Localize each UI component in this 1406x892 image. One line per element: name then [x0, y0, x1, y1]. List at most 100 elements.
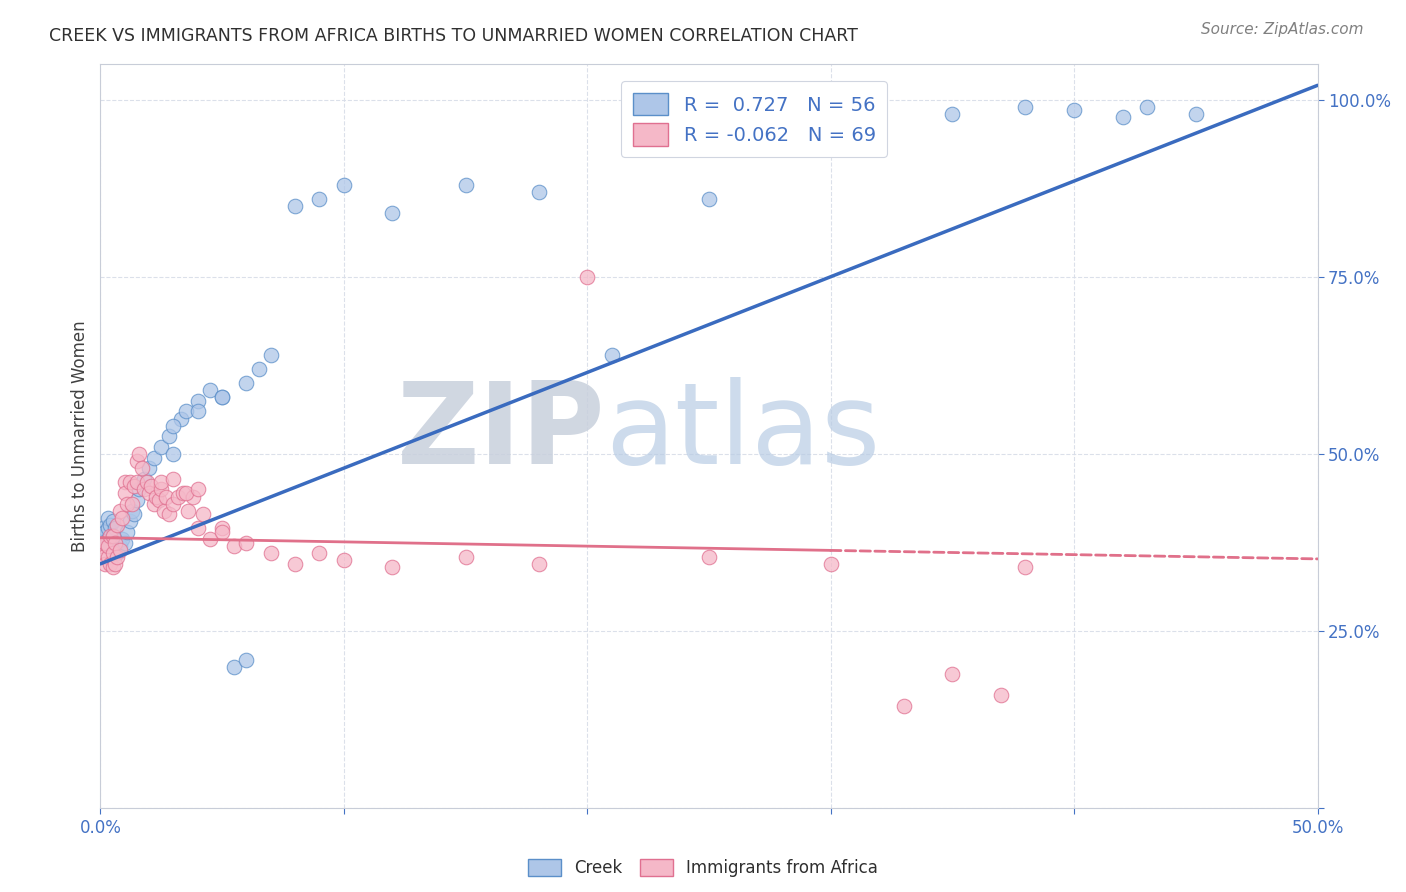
Point — [101, 546, 124, 560]
Point — [187, 393, 209, 408]
Point — [118, 514, 141, 528]
Point — [138, 461, 160, 475]
Point — [142, 497, 165, 511]
Point — [454, 178, 477, 192]
Point — [260, 348, 283, 362]
Point — [141, 479, 163, 493]
Point — [211, 524, 233, 539]
Point — [152, 504, 174, 518]
Point — [381, 206, 404, 220]
Point — [191, 507, 214, 521]
Point — [104, 557, 127, 571]
Point — [820, 557, 842, 571]
Point — [198, 532, 221, 546]
Point — [91, 539, 114, 553]
Point — [104, 535, 127, 549]
Point — [697, 549, 720, 564]
Point — [235, 376, 257, 390]
Point — [381, 560, 404, 574]
Point — [125, 454, 148, 468]
Point — [121, 497, 143, 511]
Text: Source: ZipAtlas.com: Source: ZipAtlas.com — [1201, 22, 1364, 37]
Point — [124, 479, 146, 493]
Point — [308, 192, 330, 206]
Point — [128, 447, 150, 461]
Point — [111, 510, 134, 524]
Point — [235, 652, 257, 666]
Point — [114, 486, 136, 500]
Point — [150, 475, 173, 490]
Point — [1112, 110, 1135, 124]
Point — [893, 698, 915, 713]
Point — [138, 486, 160, 500]
Point — [308, 546, 330, 560]
Point — [121, 504, 143, 518]
Point — [211, 521, 233, 535]
Point — [224, 659, 246, 673]
Point — [94, 535, 117, 549]
Point — [124, 507, 146, 521]
Text: CREEK VS IMMIGRANTS FROM AFRICA BIRTHS TO UNMARRIED WOMEN CORRELATION CHART: CREEK VS IMMIGRANTS FROM AFRICA BIRTHS T… — [49, 27, 858, 45]
Point — [260, 546, 283, 560]
Point — [125, 475, 148, 490]
Point — [118, 475, 141, 490]
Point — [97, 510, 120, 524]
Point — [174, 486, 197, 500]
Point — [115, 497, 138, 511]
Point — [1185, 106, 1208, 120]
Point — [134, 483, 156, 497]
Point — [162, 447, 184, 461]
Point — [97, 521, 120, 535]
Point — [172, 486, 194, 500]
Point — [211, 390, 233, 404]
Point — [941, 666, 963, 681]
Point — [104, 521, 127, 535]
Point — [162, 497, 184, 511]
Point — [187, 404, 209, 418]
Point — [1014, 100, 1036, 114]
Point — [94, 535, 117, 549]
Point — [94, 557, 117, 571]
Point — [148, 493, 170, 508]
Point — [181, 490, 204, 504]
Point — [697, 192, 720, 206]
Point — [114, 475, 136, 490]
Point — [101, 528, 124, 542]
Point — [142, 450, 165, 465]
Text: ZIP: ZIP — [396, 377, 606, 488]
Point — [157, 507, 180, 521]
Point — [125, 493, 148, 508]
Point — [94, 524, 117, 539]
Point — [177, 504, 200, 518]
Point — [170, 411, 193, 425]
Point — [1136, 100, 1159, 114]
Point — [150, 440, 173, 454]
Point — [527, 185, 550, 199]
Legend: Creek, Immigrants from Africa: Creek, Immigrants from Africa — [522, 852, 884, 884]
Point — [155, 490, 177, 504]
Point — [105, 546, 128, 560]
Point — [157, 429, 180, 443]
Point — [105, 517, 128, 532]
Point — [108, 542, 131, 557]
Point — [101, 560, 124, 574]
Point — [247, 362, 270, 376]
Point — [224, 539, 246, 553]
Point — [104, 535, 127, 549]
Point — [98, 528, 121, 542]
Point — [91, 528, 114, 542]
Text: atlas: atlas — [606, 377, 880, 488]
Point — [235, 535, 257, 549]
Point — [145, 490, 167, 504]
Point — [198, 383, 221, 397]
Point — [187, 483, 209, 497]
Point — [174, 404, 197, 418]
Point — [162, 418, 184, 433]
Point — [167, 490, 190, 504]
Point — [284, 199, 307, 213]
Point — [527, 557, 550, 571]
Point — [98, 517, 121, 532]
Point — [941, 106, 963, 120]
Point — [333, 178, 356, 192]
Point — [91, 521, 114, 535]
